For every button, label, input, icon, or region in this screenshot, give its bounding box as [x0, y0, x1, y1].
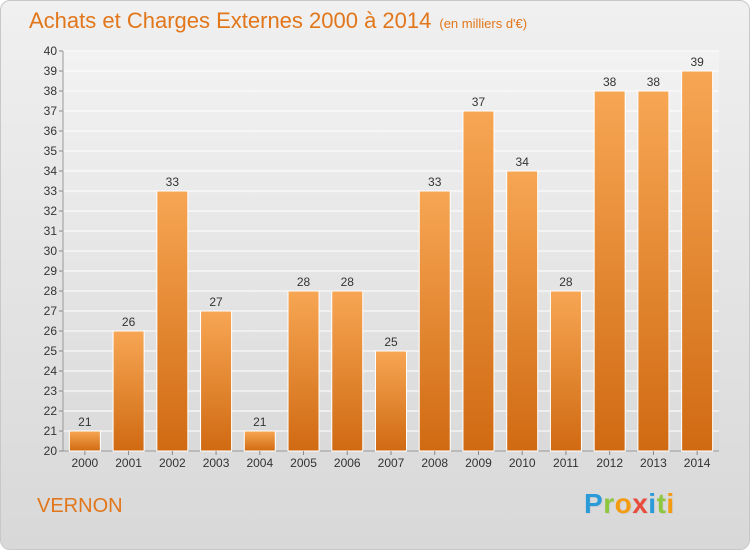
- y-tick-label: 28: [44, 284, 58, 298]
- x-tick-label: 2010: [509, 456, 536, 470]
- x-tick-label: 2009: [465, 456, 492, 470]
- logo-letter: o: [614, 488, 633, 519]
- y-tick-label: 24: [44, 364, 58, 378]
- x-tick-label: 2005: [290, 456, 317, 470]
- x-tick-label: 2012: [596, 456, 623, 470]
- bar: [112, 330, 145, 452]
- y-tick-label: 40: [44, 44, 58, 58]
- commune-name: VERNON: [37, 495, 123, 517]
- x-tick-label: 2001: [115, 456, 142, 470]
- proxiti-logo: Proxiti: [584, 488, 675, 520]
- logo-letter: P: [584, 488, 604, 519]
- logo-letter: i: [666, 488, 675, 519]
- bar-value-label: 27: [209, 295, 223, 309]
- chart-title-text: Achats et Charges Externes 2000 à 2014: [29, 8, 432, 33]
- bar: [331, 290, 364, 452]
- bar: [418, 190, 451, 452]
- bar-value-label: 33: [428, 175, 442, 189]
- bar-value-label: 26: [122, 315, 136, 329]
- x-tick-label: 2014: [684, 456, 711, 470]
- logo-letter: i: [648, 488, 657, 519]
- x-tick-label: 2011: [553, 456, 579, 470]
- x-tick-label: 2013: [640, 456, 667, 470]
- logo-letter: x: [632, 488, 649, 519]
- y-tick-label: 35: [44, 144, 58, 158]
- bar: [637, 90, 670, 452]
- bar-value-label: 34: [516, 155, 530, 169]
- chart-subtitle: (en milliers d'€): [439, 16, 528, 31]
- y-tick-label: 38: [44, 84, 58, 98]
- y-tick-label: 25: [44, 344, 58, 358]
- logo-letter: r: [603, 488, 615, 519]
- x-tick-label: 2000: [72, 456, 99, 470]
- y-tick-label: 37: [44, 104, 58, 118]
- bar: [462, 110, 495, 452]
- y-tick-label: 22: [44, 404, 58, 418]
- x-tick-label: 2003: [203, 456, 230, 470]
- y-tick-label: 34: [44, 164, 58, 178]
- x-tick-label: 2008: [421, 456, 448, 470]
- bar-value-label: 21: [78, 415, 92, 429]
- bar: [200, 310, 233, 452]
- y-tick-label: 30: [44, 244, 58, 258]
- bar: [375, 350, 407, 452]
- x-tick-label: 2002: [159, 456, 186, 470]
- bar: [68, 430, 101, 452]
- bar: [681, 70, 714, 452]
- x-tick-label: 2006: [334, 456, 361, 470]
- bar-value-label: 28: [559, 275, 573, 289]
- bar-value-label: 37: [472, 95, 486, 109]
- bar: [549, 290, 582, 452]
- y-tick-label: 31: [44, 224, 58, 238]
- bar-value-label: 21: [253, 415, 267, 429]
- bar: [287, 290, 320, 452]
- y-tick-label: 39: [44, 64, 58, 78]
- bar-value-label: 33: [166, 175, 180, 189]
- bar-value-label: 28: [297, 275, 311, 289]
- y-tick-label: 20: [44, 444, 58, 458]
- x-tick-label: 2004: [246, 456, 273, 470]
- y-tick-label: 23: [44, 384, 58, 398]
- bar: [593, 90, 626, 452]
- bar: [243, 430, 276, 452]
- bar-value-label: 38: [647, 75, 661, 89]
- bar-value-label: 28: [341, 275, 355, 289]
- bar: [156, 190, 189, 452]
- chart-title: Achats et Charges Externes 2000 à 2014 (e…: [29, 8, 527, 34]
- bar: [506, 170, 539, 452]
- y-tick-label: 32: [44, 204, 58, 218]
- y-tick-label: 36: [44, 124, 58, 138]
- bar-value-label: 25: [384, 335, 398, 349]
- y-tick-label: 21: [44, 424, 58, 438]
- bar-value-label: 38: [603, 75, 617, 89]
- x-tick-label: 2007: [378, 456, 405, 470]
- logo-letter: t: [656, 488, 667, 519]
- y-tick-label: 27: [44, 304, 58, 318]
- y-tick-label: 26: [44, 324, 58, 338]
- y-tick-label: 29: [44, 264, 58, 278]
- y-tick-label: 33: [44, 184, 58, 198]
- bar-value-label: 39: [690, 55, 704, 69]
